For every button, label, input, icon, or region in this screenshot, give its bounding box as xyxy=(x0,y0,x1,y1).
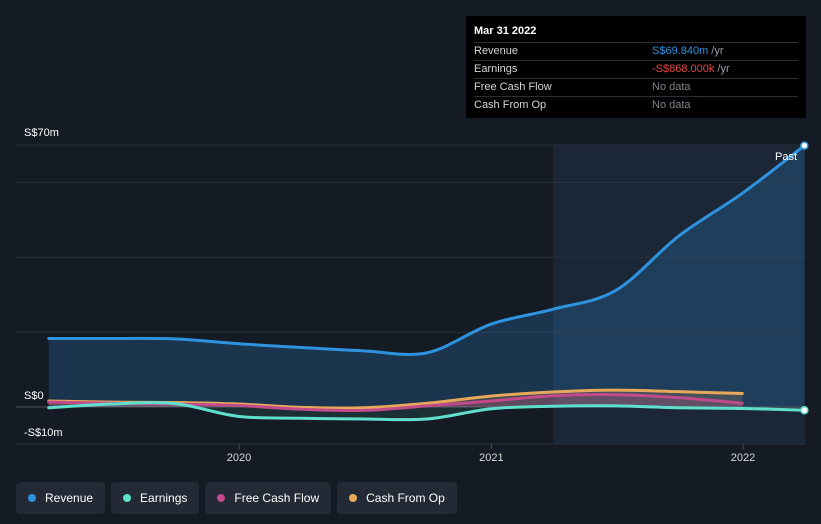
tooltip-row-value: No data xyxy=(652,81,691,93)
series-area-revenue xyxy=(48,145,805,407)
series-line-revenue xyxy=(47,144,806,356)
tooltip-row-unit: /yr xyxy=(717,63,730,75)
tooltip-row: Free Cash Flow No data xyxy=(474,78,798,96)
series-line-earnings xyxy=(47,401,806,422)
series-end-point-revenue xyxy=(800,141,809,150)
tooltip-row: Cash From Op No data xyxy=(474,96,798,114)
series-end-point-earnings xyxy=(800,405,809,415)
x-tick-label: 2020 xyxy=(227,452,251,464)
y-axis-top-label: S$70m xyxy=(24,127,59,139)
tooltip-row-label: Cash From Op xyxy=(474,99,547,111)
tooltip-row-value: No data xyxy=(652,99,691,111)
legend-label: Cash From Op xyxy=(366,491,445,505)
legend-label: Free Cash Flow xyxy=(234,491,320,505)
tooltip-row: Revenue S$69.840m/yr xyxy=(474,42,798,60)
tooltip-date: Mar 31 2022 xyxy=(474,25,537,37)
x-tick-label: 2022 xyxy=(731,452,755,464)
legend-dot-icon xyxy=(217,494,226,502)
tooltip-row-value: S$69.840m xyxy=(652,45,709,57)
legend-item-earnings[interactable]: Earnings xyxy=(111,482,200,514)
legend-item-free-cash-flow[interactable]: Free Cash Flow xyxy=(205,482,332,514)
tooltip-row-label: Free Cash Flow xyxy=(474,81,552,93)
y-axis-bottom-label: -S$10m xyxy=(24,427,63,439)
legend-dot-icon xyxy=(123,494,132,502)
legend-item-cash-from-op[interactable]: Cash From Op xyxy=(337,482,457,514)
tooltip-row: Earnings -S$868.000k/yr xyxy=(474,60,798,78)
legend-label: Earnings xyxy=(140,491,188,505)
legend-item-revenue[interactable]: Revenue xyxy=(16,482,106,514)
y-axis-zero-label: S$0 xyxy=(24,390,44,402)
legend-label: Revenue xyxy=(45,491,94,505)
tooltip-row-label: Earnings xyxy=(474,63,518,75)
tooltip-row-value: -S$868.000k xyxy=(652,63,715,75)
x-tick-label: 2021 xyxy=(479,452,503,464)
tooltip: Mar 31 2022 Revenue S$69.840m/yr Earnings -… xyxy=(466,16,806,118)
legend-dot-icon xyxy=(28,494,36,502)
tooltip-row-unit: /yr xyxy=(711,45,724,57)
past-label: Past xyxy=(775,151,797,163)
legend: Revenue Earnings Free Cash Flow Cash From O… xyxy=(16,482,457,514)
tooltip-row-label: Revenue xyxy=(474,45,519,57)
legend-dot-icon xyxy=(349,494,358,502)
